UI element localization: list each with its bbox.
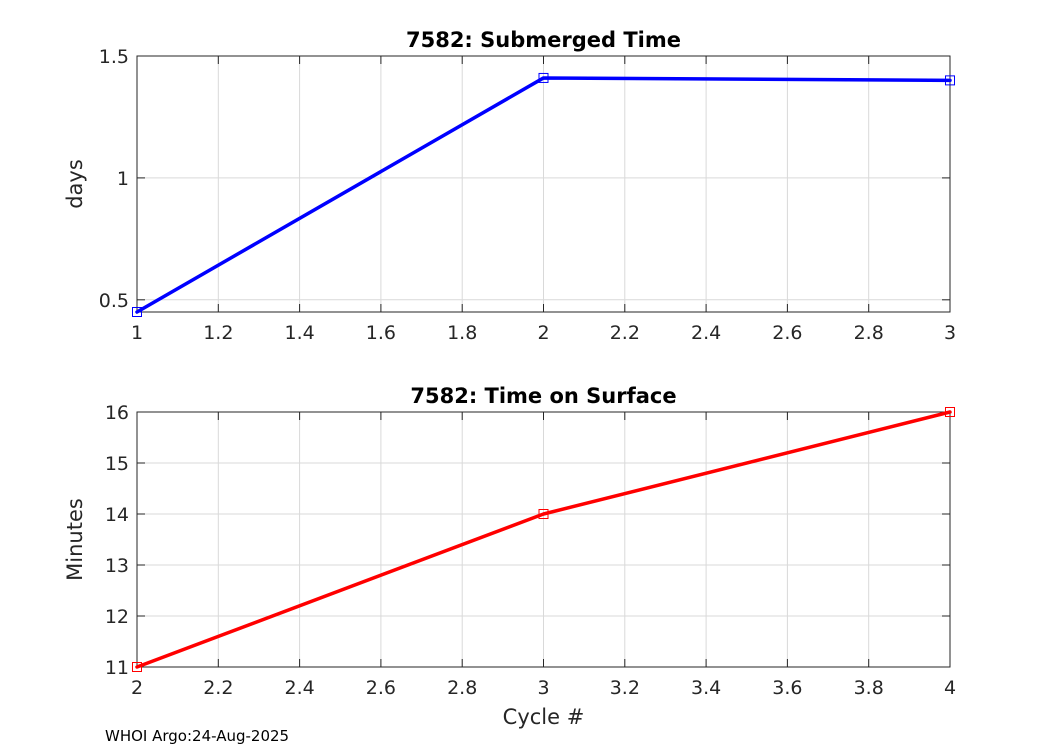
y-axis-label: Minutes (63, 498, 87, 581)
x-tick-label: 1.2 (203, 322, 233, 344)
data-point-marker (538, 509, 549, 519)
data-point-marker (132, 662, 142, 672)
y-tick-label: 12 (105, 606, 129, 628)
x-tick-label: 2 (537, 322, 549, 344)
footer-text: WHOI Argo:24-Aug-2025 (105, 727, 289, 745)
data-point-marker (538, 72, 549, 83)
y-tick-label: 13 (105, 555, 129, 577)
x-tick-label: 2.8 (854, 322, 884, 344)
y-tick-label: 14 (105, 504, 129, 526)
y-axis-label: days (63, 159, 87, 209)
x-tick-label: 2.6 (366, 677, 396, 699)
x-tick-label: 3 (944, 322, 956, 344)
x-tick-label: 2.2 (610, 322, 640, 344)
series-line (135, 76, 952, 314)
x-tick-label: 3.6 (772, 677, 802, 699)
data-point-marker (945, 407, 955, 417)
chart-title: 7582: Submerged Time (406, 28, 681, 52)
submerged-time-chart: 1 1.2 1.4 1.6 1.8 2 2.2 2.4 2.6 2.8 30.511.57582: … (63, 28, 956, 344)
surface-time-chart: 2 2.2 2.4 2.6 2.8 3 3.2 3.4 3.6 3.8 4 11 12 13 14 15 16 7… (63, 384, 956, 729)
y-tick-label: 1.5 (99, 46, 129, 68)
x-tick-label: 2.4 (284, 677, 314, 699)
x-tick-label: 2.4 (691, 322, 721, 344)
x-tick-label: 1 (131, 322, 143, 344)
x-tick-label: 3.8 (854, 677, 884, 699)
y-tick-label: 15 (105, 453, 129, 475)
x-tick-label: 1.6 (366, 322, 396, 344)
chart-title: 7582: Time on Surface (410, 384, 676, 408)
data-point-marker (132, 307, 142, 317)
x-tick-label: 1.4 (284, 322, 314, 344)
x-tick-label: 2 (131, 677, 143, 699)
x-tick-label: 1.8 (447, 322, 477, 344)
data-point-marker (945, 75, 955, 86)
x-axis-label: Cycle # (503, 705, 585, 729)
x-tick-label: 3.4 (691, 677, 721, 699)
x-tick-label: 4 (944, 677, 956, 699)
y-tick-label: 16 (105, 402, 129, 424)
y-tick-label: 0.5 (99, 290, 129, 312)
x-tick-label: 3.2 (610, 677, 640, 699)
series-line (135, 410, 952, 669)
x-tick-label: 2.2 (203, 677, 233, 699)
y-tick-label: 11 (105, 657, 129, 679)
x-tick-label: 2.6 (772, 322, 802, 344)
x-tick-label: 2.8 (447, 677, 477, 699)
y-tick-label: 1 (117, 168, 129, 190)
x-tick-label: 3 (537, 677, 549, 699)
